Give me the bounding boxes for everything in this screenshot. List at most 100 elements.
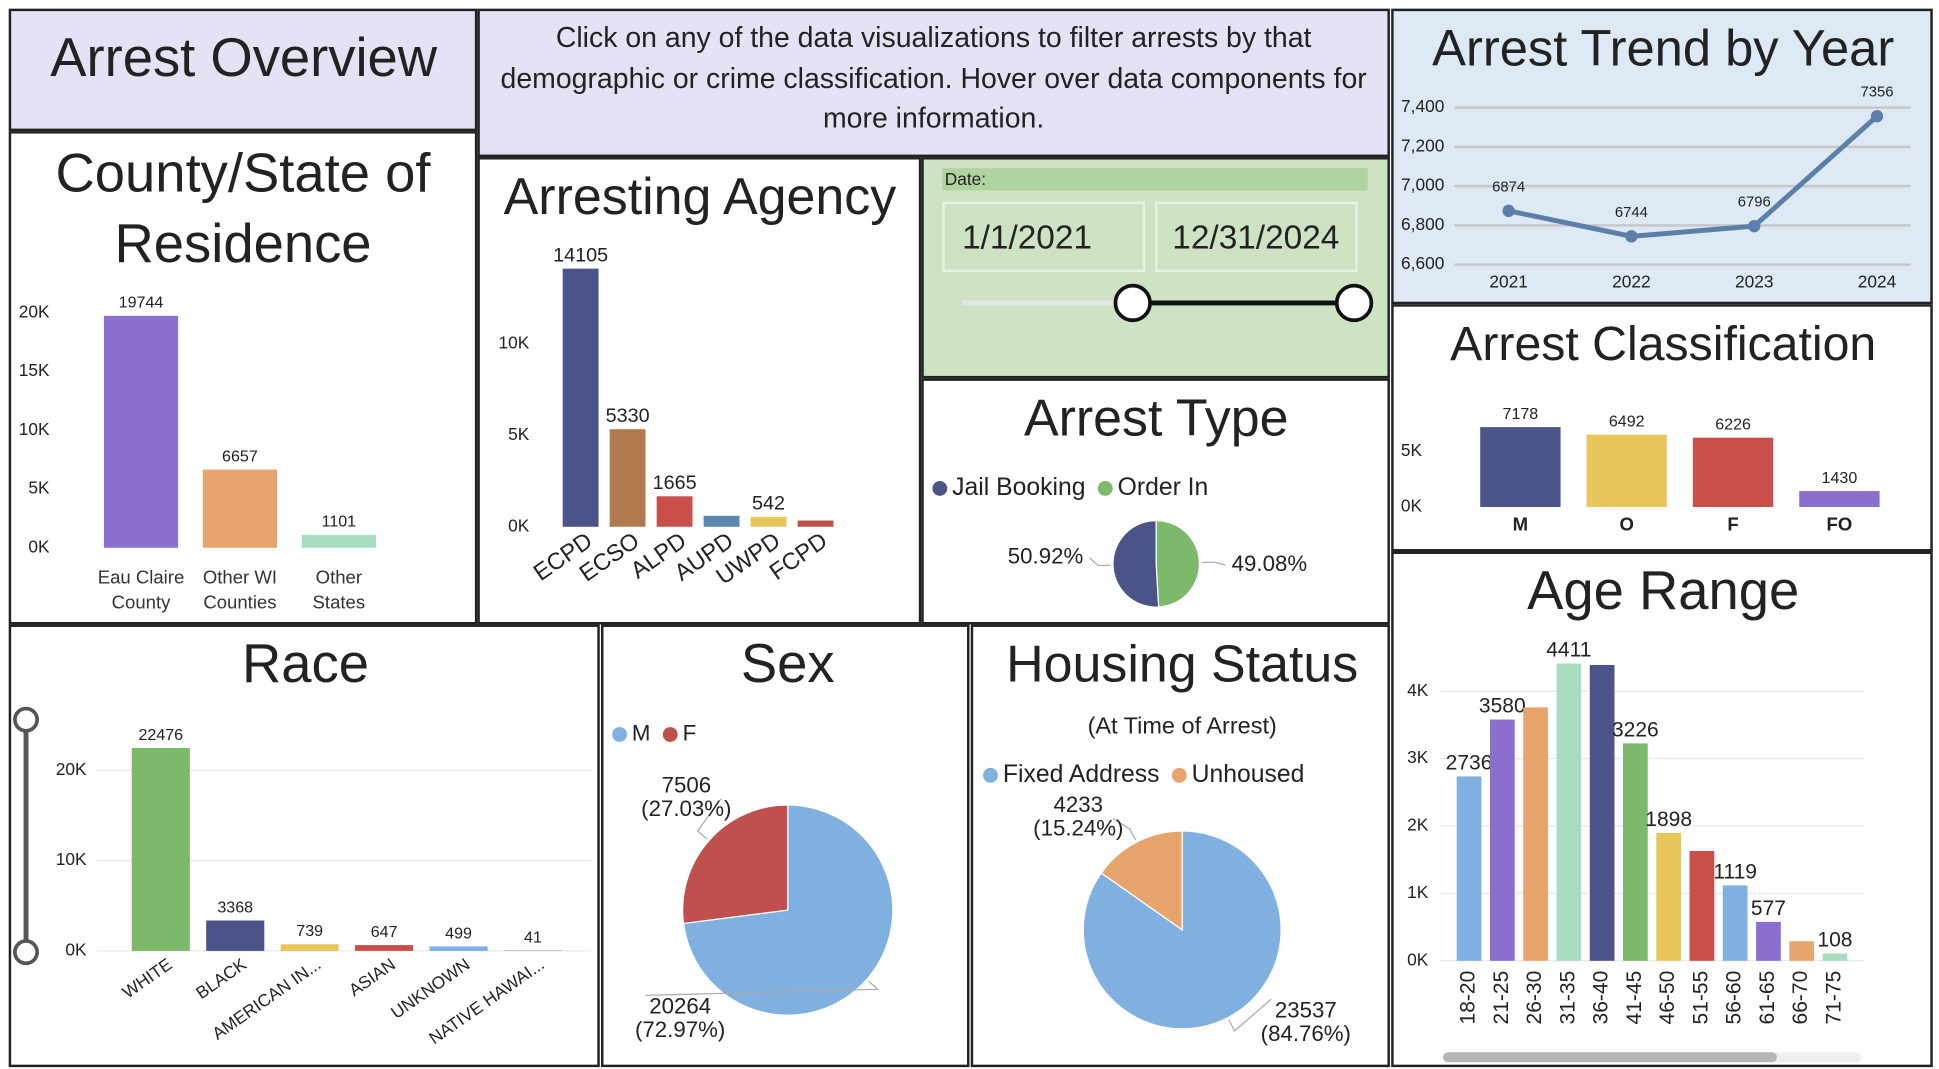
legend-label: F xyxy=(683,720,697,745)
y-tick-label: 7,400 xyxy=(1401,96,1444,116)
data-label: 7356 xyxy=(1861,85,1894,101)
y-tick-label: 6,800 xyxy=(1401,214,1444,234)
x-tick-label: F xyxy=(1727,513,1738,534)
data-label: (72.97%) xyxy=(635,1017,725,1042)
legend-label: Fixed Address xyxy=(1003,761,1160,788)
x-tick-label: M xyxy=(1513,513,1528,534)
leader-line xyxy=(1201,561,1226,566)
trend-line xyxy=(1508,114,1879,239)
bar xyxy=(1722,885,1748,961)
data-label: 1430 xyxy=(1822,469,1858,487)
data-label: 41 xyxy=(524,928,542,946)
bar xyxy=(609,429,646,527)
start-date[interactable]: 1/1/2021 xyxy=(962,220,1092,257)
instructions-panel xyxy=(477,8,1390,158)
age-panel[interactable] xyxy=(1391,551,1933,1068)
legend-marker xyxy=(1171,767,1187,783)
bar xyxy=(1556,663,1582,961)
bar xyxy=(1789,941,1815,961)
data-label: 1898 xyxy=(1645,808,1692,831)
bar xyxy=(562,268,599,527)
chart-title: Housing Status xyxy=(1006,635,1358,693)
end-date[interactable]: 12/31/2024 xyxy=(1172,220,1339,257)
race-panel[interactable] xyxy=(8,624,600,1068)
y-tick-label: 0K xyxy=(65,939,87,959)
y-tick-label: 0K xyxy=(508,515,530,535)
agency-panel[interactable] xyxy=(477,157,922,625)
data-label: 50.92% xyxy=(1008,544,1083,569)
y-tick-label: 5K xyxy=(508,424,530,444)
x-tick-label: Other States xyxy=(312,567,366,613)
data-label: 3226 xyxy=(1612,719,1659,742)
end-date-box[interactable] xyxy=(1154,201,1358,273)
trend-panel[interactable] xyxy=(1391,8,1933,305)
arrest-type-panel[interactable] xyxy=(921,378,1390,625)
y-tick-label: 10K xyxy=(56,849,87,869)
data-label: 3368 xyxy=(217,898,253,916)
data-label: 499 xyxy=(445,924,472,942)
y-tick-label: 4K xyxy=(1407,680,1429,700)
bar xyxy=(1589,664,1615,961)
data-label: 6796 xyxy=(1738,195,1771,211)
pie-slice xyxy=(682,804,789,925)
data-label: 6226 xyxy=(1715,416,1751,434)
instructions-box: Click on any of the data visualizations … xyxy=(500,21,1366,134)
x-tick-label: 71-75 xyxy=(1823,971,1846,1025)
bar xyxy=(429,946,488,951)
bar xyxy=(1822,953,1848,961)
data-label: 1101 xyxy=(322,513,357,531)
data-label: 6657 xyxy=(222,447,258,465)
data-label: 4233 xyxy=(1054,792,1104,817)
chart-title: Arrest Type xyxy=(1024,389,1289,447)
y-tick-label: 0K xyxy=(1407,949,1429,969)
y-tick-label: 15K xyxy=(19,360,50,380)
chart-title: Arresting Agency xyxy=(504,168,897,226)
x-tick-label: 66-70 xyxy=(1789,971,1812,1025)
x-tick-label: 2023 xyxy=(1735,272,1773,292)
x-tick-label: Eau Claire County xyxy=(97,567,185,613)
start-date-box[interactable] xyxy=(942,201,1146,273)
bar xyxy=(355,945,414,951)
y-tick-label: 5K xyxy=(1401,440,1423,460)
y-tick-label: 1K xyxy=(1407,882,1429,902)
chart-title: County/State of Residence xyxy=(55,143,431,275)
data-label: 6874 xyxy=(1492,179,1525,195)
y-tick-label: 0K xyxy=(1401,496,1423,516)
leader-line xyxy=(1112,818,1137,841)
slider-handle[interactable] xyxy=(1113,283,1152,323)
bar xyxy=(202,469,278,548)
x-tick-label: O xyxy=(1620,513,1634,534)
bar xyxy=(1756,921,1781,961)
legend-label: Jail Booking xyxy=(952,474,1085,501)
data-label: 6744 xyxy=(1615,205,1648,221)
x-tick-label: Other WI Counties xyxy=(202,567,278,613)
range-slider-handle[interactable] xyxy=(13,939,39,966)
data-point xyxy=(1870,110,1884,123)
y-tick-label: 10K xyxy=(19,419,50,439)
x-tick-label: 2024 xyxy=(1858,272,1897,292)
chart-subtitle: (At Time of Arrest) xyxy=(1088,712,1277,738)
slider-handle[interactable] xyxy=(1334,283,1374,323)
bar xyxy=(1623,743,1648,961)
x-tick-label-box: Eau Claire County xyxy=(97,567,185,613)
bar xyxy=(1656,832,1682,961)
y-tick-label: 7,200 xyxy=(1401,135,1444,155)
leader-line xyxy=(1228,998,1272,1032)
bar xyxy=(797,520,834,527)
range-slider-handle[interactable] xyxy=(13,706,39,733)
legend-label: Order In xyxy=(1118,474,1209,501)
data-label: 23537 xyxy=(1275,997,1337,1022)
scrollbar-thumb[interactable] xyxy=(1443,1052,1777,1063)
y-tick-label: 20K xyxy=(19,301,50,321)
bar xyxy=(750,516,787,527)
x-tick-label: 31-35 xyxy=(1556,971,1579,1025)
y-tick-label: 20K xyxy=(56,759,87,779)
bar xyxy=(1480,427,1561,507)
bar xyxy=(656,496,693,527)
data-point xyxy=(1502,204,1515,218)
legend-marker xyxy=(612,727,627,742)
chart-title: Arrest Classification xyxy=(1450,317,1876,371)
bar xyxy=(103,315,179,548)
x-tick-label: 41-45 xyxy=(1623,971,1646,1025)
x-tick-label-box: Other States xyxy=(312,567,366,613)
